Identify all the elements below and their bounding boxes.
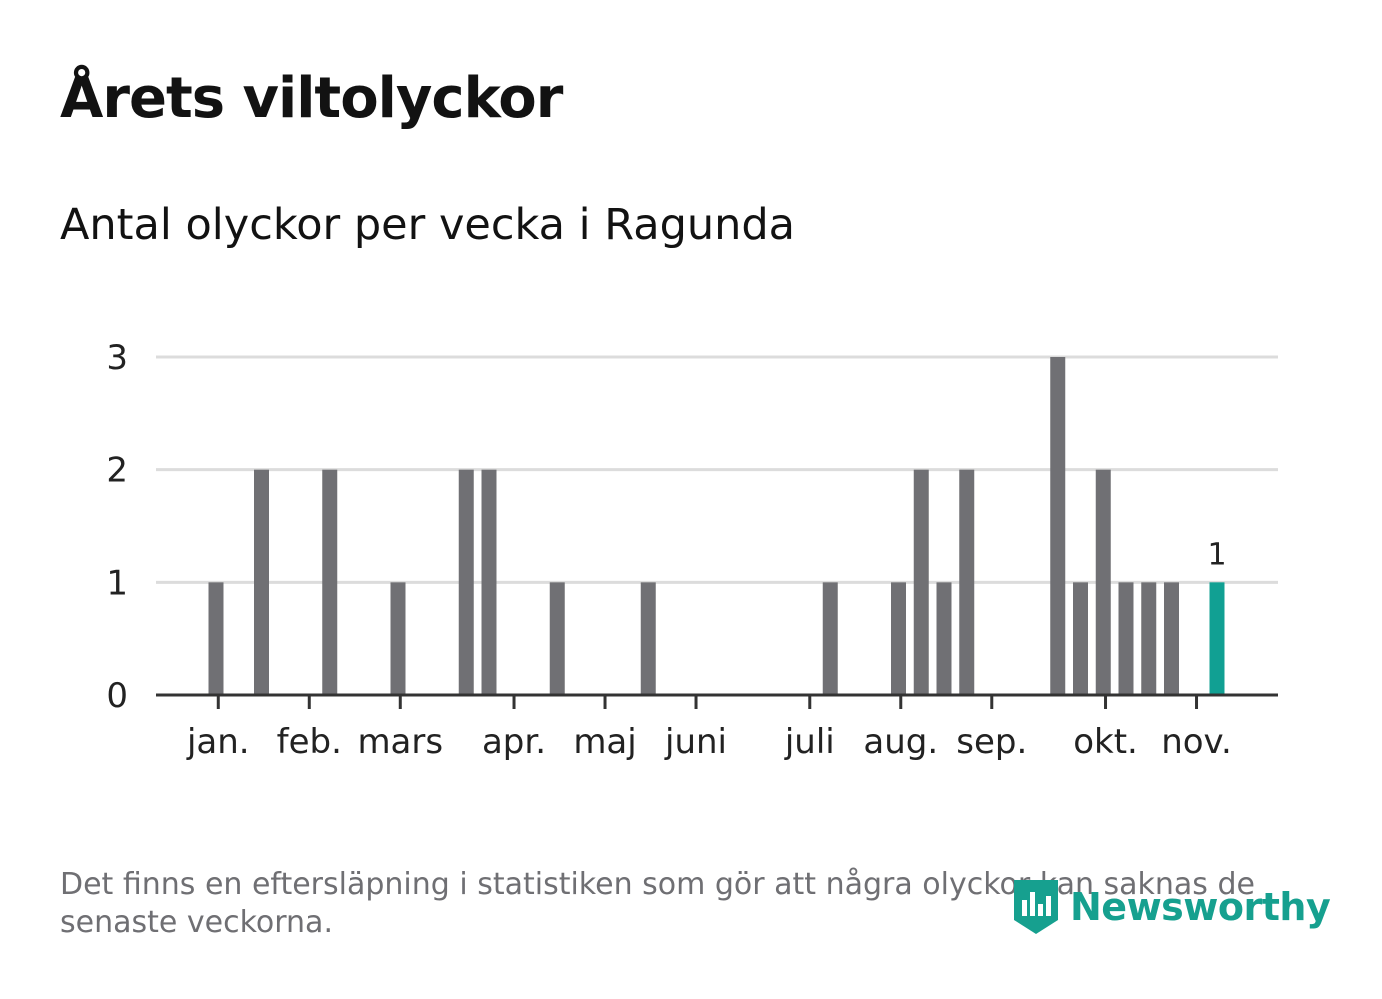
x-tick-label: mars <box>357 722 443 762</box>
x-axis <box>156 693 1278 709</box>
y-tick-label: 0 <box>106 676 128 716</box>
chart-title: Årets viltolyckor <box>60 66 563 131</box>
bar <box>254 469 269 695</box>
bar <box>1141 582 1157 695</box>
bar <box>959 469 975 695</box>
newsworthy-logo-icon <box>1014 880 1058 934</box>
x-tick-label: okt. <box>1073 722 1138 762</box>
bar <box>640 582 656 695</box>
x-tick-label: apr. <box>482 722 546 762</box>
bars <box>208 357 1225 695</box>
bar <box>549 582 565 695</box>
y-tick-label: 3 <box>106 338 128 378</box>
bar <box>1073 582 1088 695</box>
x-tick-label: juli <box>784 722 835 762</box>
y-tick-label: 1 <box>106 563 128 603</box>
bar <box>208 582 224 695</box>
gridlines <box>156 355 1278 584</box>
y-tick-label: 2 <box>106 451 128 491</box>
chart-subtitle: Antal olyckor per vecka i Ragunda <box>60 200 796 250</box>
bar-highlight <box>1209 582 1225 695</box>
bar <box>1050 357 1066 695</box>
bar <box>458 469 474 695</box>
bar <box>822 582 838 695</box>
bar-chart: 0 1 2 3 1 jan. feb. mars apr. maj juni juli aug. sep.… <box>106 338 1278 762</box>
highlight-value-label: 1 <box>1207 537 1226 572</box>
bar <box>481 469 497 695</box>
x-tick-label: aug. <box>863 722 938 762</box>
x-tick-label: maj <box>573 722 636 762</box>
bar <box>1095 469 1111 695</box>
x-tick-label: jan. <box>186 722 250 762</box>
bar <box>1164 582 1179 695</box>
bar <box>891 582 906 695</box>
bar <box>913 469 929 695</box>
x-tick-label: feb. <box>277 722 342 762</box>
bar <box>1118 582 1134 695</box>
newsworthy-logo-text: Newsworthy <box>1070 885 1331 929</box>
x-tick-label: juni <box>664 722 727 762</box>
bar <box>322 469 338 695</box>
bar <box>390 582 406 695</box>
bar <box>936 582 952 695</box>
x-tick-label: sep. <box>956 722 1027 762</box>
newsworthy-logo[interactable]: Newsworthy <box>1010 876 1331 938</box>
labels: 0 1 2 3 1 jan. feb. mars apr. maj juni juli aug. sep.… <box>106 338 1231 762</box>
x-tick-label: nov. <box>1161 722 1232 762</box>
